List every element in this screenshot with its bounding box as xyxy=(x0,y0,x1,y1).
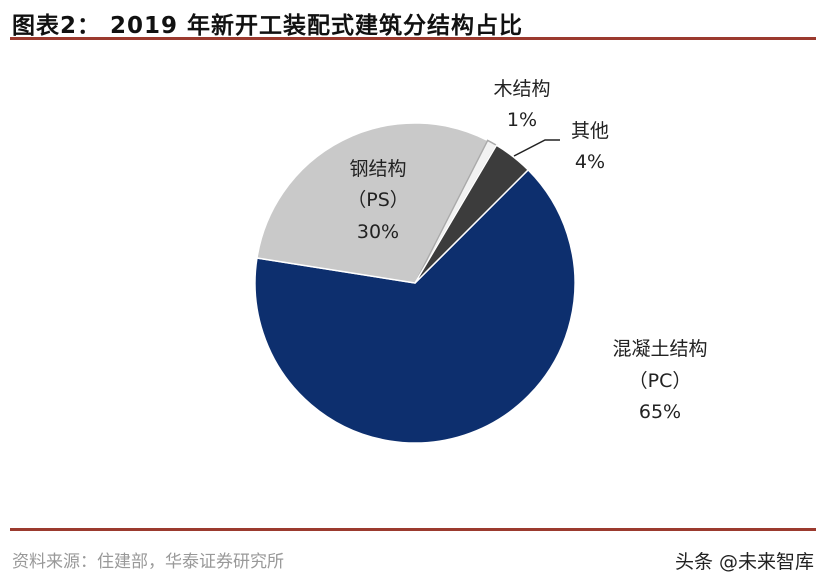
source-note: 资料来源：住建部，华泰证券研究所 xyxy=(12,552,284,572)
pie-slice-3 xyxy=(414,144,530,284)
slice-label-sub: （PS） xyxy=(347,189,409,211)
chart-title: 图表2： 2019 年新开工装配式建筑分结构占比 xyxy=(12,13,524,39)
footer-divider xyxy=(10,528,816,531)
slice-label-name: 木结构 xyxy=(493,78,550,100)
leader-line xyxy=(513,139,560,157)
title-divider xyxy=(10,37,816,40)
pie-slice-0 xyxy=(254,168,576,444)
pie-slice-1 xyxy=(256,122,489,284)
slice-label-name: 钢结构 xyxy=(349,158,406,180)
slice-label-name: 其他 xyxy=(571,120,609,142)
slice-label-name: 混凝土结构 xyxy=(612,338,707,360)
slice-label-sub: （PC） xyxy=(629,370,692,392)
watermark: 头条 @未来智库 xyxy=(674,551,814,573)
slice-label-label: 1% xyxy=(507,109,537,131)
slice-label-label: 30% xyxy=(357,221,399,243)
slice-label-label: 65% xyxy=(639,401,681,423)
slice-label-label: 4% xyxy=(575,151,605,173)
